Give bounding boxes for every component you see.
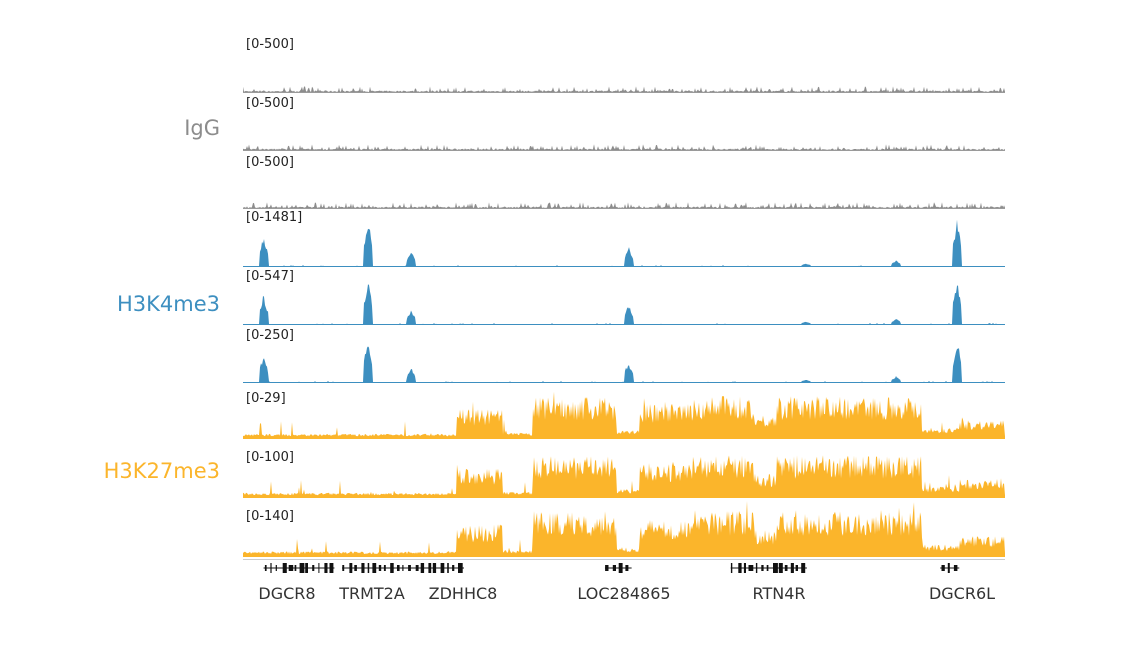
gene-label-dgcr8: DGCR8	[258, 584, 316, 603]
gene-exon	[738, 563, 742, 573]
track-signal-2	[243, 144, 1005, 150]
gene-exon	[458, 563, 463, 573]
track-range-label: [0-1481]	[246, 210, 303, 225]
gene-exon	[282, 563, 287, 573]
gene-exon	[801, 563, 806, 573]
gene-exon	[755, 563, 758, 573]
gene-exon	[342, 565, 345, 571]
gene-exon	[299, 563, 305, 573]
track-signal-7	[243, 391, 1005, 438]
gene-exon	[372, 563, 377, 573]
gene-exon	[402, 565, 404, 571]
gene-exon	[778, 563, 783, 573]
track-range-label: [0-100]	[246, 450, 294, 465]
gene-exon	[408, 565, 411, 571]
track-range-label: [0-500]	[246, 155, 294, 170]
gene-exon	[730, 563, 733, 573]
track-range-label: [0-500]	[246, 96, 294, 111]
track-signal-3	[243, 202, 1005, 208]
gene-exon	[294, 565, 297, 571]
gene-exon	[761, 565, 764, 571]
gene-exon	[390, 563, 394, 573]
gene-exon	[440, 563, 445, 573]
group-label-h3k27me3: H3K27me3	[103, 459, 220, 483]
gene-label-zdhhc8: ZDHHC8	[428, 584, 498, 603]
gene-label-loc284865: LOC284865	[577, 584, 671, 603]
gene-exon	[625, 565, 629, 571]
gene-exon	[432, 563, 437, 573]
gene-exon	[428, 563, 432, 573]
track-range-label: [0-140]	[246, 509, 294, 524]
gene-exon	[748, 565, 754, 571]
gene-exon	[784, 565, 788, 571]
track-range-label: [0-547]	[246, 269, 294, 284]
gene-exon	[264, 565, 267, 571]
track-range-label: [0-500]	[246, 37, 294, 52]
gene-exon	[312, 565, 315, 571]
group-label-h3k4me3: H3K4me3	[116, 292, 220, 316]
gene-exon	[349, 563, 353, 573]
gene-exon	[790, 563, 794, 573]
gene-exon	[941, 565, 945, 571]
gene-label-rtn4r: RTN4R	[752, 584, 806, 603]
gene-exon	[415, 565, 419, 571]
gene-exon	[773, 563, 778, 573]
gene-exon	[361, 563, 365, 573]
track-signal-8	[243, 455, 1005, 497]
gene-exon	[452, 565, 455, 571]
gene-exon	[270, 563, 272, 573]
gene-exon	[318, 563, 320, 573]
gene-exon	[397, 565, 400, 571]
gene-exon	[618, 563, 623, 573]
gene-exon	[378, 565, 382, 571]
track-signal-6	[243, 346, 1005, 382]
gene-exon	[947, 563, 950, 573]
track-signal-1	[243, 86, 1005, 92]
gene-exon	[329, 563, 334, 573]
gene-exon	[953, 565, 958, 571]
gene-label-dgcr6l: DGCR6L	[928, 584, 996, 603]
gene-exon	[447, 563, 449, 573]
gene-exon	[743, 563, 746, 573]
gene-exon	[795, 565, 798, 571]
gene-exon	[305, 563, 308, 573]
group-label-igg: IgG	[184, 116, 220, 140]
gene-exon	[367, 563, 370, 573]
track-signal-4	[243, 219, 1005, 266]
gene-exon	[275, 565, 277, 571]
gene-exon	[354, 565, 357, 571]
gene-exon	[324, 563, 328, 573]
track-range-label: [0-29]	[246, 391, 286, 406]
gene-exon	[766, 565, 769, 571]
track-signal-5	[243, 284, 1005, 324]
gene-exon	[420, 563, 425, 573]
track-signal-9	[243, 501, 1005, 556]
gene-exon	[288, 565, 294, 571]
gene-exon	[612, 565, 616, 571]
gene-exon	[383, 565, 386, 571]
track-range-label: [0-250]	[246, 328, 294, 343]
gene-label-trmt2a: TRMT2A	[339, 584, 405, 603]
gene-exon	[605, 565, 609, 571]
